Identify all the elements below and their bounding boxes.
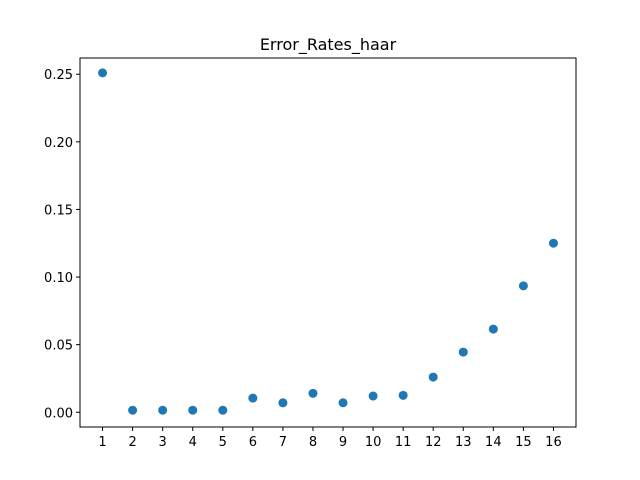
x-tick-label: 1 bbox=[98, 435, 106, 450]
x-tick-label: 7 bbox=[279, 435, 287, 450]
axes-frame bbox=[79, 57, 577, 428]
x-tick-label: 16 bbox=[545, 435, 562, 450]
data-point bbox=[428, 372, 438, 382]
data-point bbox=[398, 390, 408, 400]
data-point bbox=[308, 388, 318, 398]
x-tick-label: 14 bbox=[485, 435, 502, 450]
x-tick-label: 13 bbox=[455, 435, 472, 450]
data-point bbox=[128, 405, 138, 415]
data-point bbox=[368, 391, 378, 401]
data-point bbox=[458, 347, 468, 357]
data-point bbox=[98, 68, 108, 78]
y-tick-label: 0.05 bbox=[44, 339, 73, 354]
data-point bbox=[338, 398, 348, 408]
x-tick-label: 3 bbox=[159, 435, 167, 450]
x-tick-label: 9 bbox=[339, 435, 347, 450]
data-point bbox=[488, 324, 498, 334]
y-tick-label: 0.25 bbox=[44, 68, 73, 83]
data-point bbox=[548, 238, 558, 248]
x-tick-label: 5 bbox=[219, 435, 227, 450]
data-point bbox=[518, 281, 528, 291]
x-tick-label: 2 bbox=[128, 435, 136, 450]
plot-area: 1 2 3 4 5 6 7 8 9 10 11 12 13 14 15 160.000.050.100.150… bbox=[44, 68, 562, 450]
x-tick-label: 15 bbox=[515, 435, 532, 450]
y-tick-label: 0.20 bbox=[44, 136, 73, 151]
data-point bbox=[278, 398, 288, 408]
x-tick-label: 6 bbox=[249, 435, 257, 450]
data-point bbox=[158, 405, 168, 415]
y-tick-label: 0.10 bbox=[44, 271, 73, 286]
data-point bbox=[188, 405, 198, 415]
y-tick-label: 0.00 bbox=[44, 406, 73, 421]
x-tick-label: 11 bbox=[395, 435, 412, 450]
x-tick-label: 10 bbox=[365, 435, 382, 450]
chart-title: Error_Rates_haar bbox=[260, 35, 397, 55]
data-point bbox=[218, 405, 228, 415]
x-tick-label: 8 bbox=[309, 435, 317, 450]
data-point bbox=[248, 393, 258, 403]
x-tick-label: 4 bbox=[189, 435, 197, 450]
x-tick-label: 12 bbox=[425, 435, 442, 450]
y-tick-label: 0.15 bbox=[44, 203, 73, 218]
